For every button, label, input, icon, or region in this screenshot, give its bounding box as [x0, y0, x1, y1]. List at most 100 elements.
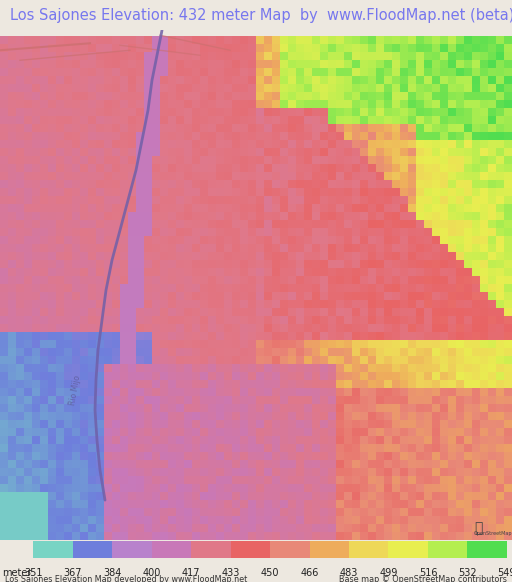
Bar	[56, 428, 64, 436]
Bar	[64, 348, 72, 356]
Bar	[240, 500, 248, 508]
Bar	[464, 84, 472, 92]
Bar	[136, 188, 144, 196]
Bar	[440, 180, 448, 188]
Bar	[120, 84, 128, 92]
Bar	[128, 340, 136, 348]
Bar	[400, 220, 408, 228]
Bar	[472, 204, 480, 212]
Bar	[304, 260, 312, 268]
Bar	[440, 172, 448, 180]
Bar	[424, 236, 432, 244]
Bar	[464, 132, 472, 140]
Bar	[80, 524, 88, 532]
Bar	[384, 228, 392, 236]
Bar	[392, 500, 400, 508]
Bar	[400, 236, 408, 244]
Bar	[96, 332, 104, 340]
Bar	[160, 508, 168, 516]
Bar	[136, 244, 144, 252]
Bar	[376, 324, 384, 332]
Bar	[504, 140, 512, 148]
Bar	[320, 484, 328, 492]
Bar	[208, 436, 216, 444]
Bar	[144, 332, 152, 340]
Bar	[88, 292, 96, 300]
Bar	[96, 44, 104, 52]
Bar	[320, 308, 328, 316]
Bar	[408, 108, 416, 116]
Bar	[152, 420, 160, 428]
Bar	[48, 148, 56, 156]
Bar	[216, 268, 224, 276]
Bar	[48, 300, 56, 308]
Bar	[48, 220, 56, 228]
Bar	[280, 452, 288, 460]
Bar	[48, 196, 56, 204]
Bar	[376, 220, 384, 228]
Bar	[472, 444, 480, 452]
Bar	[232, 308, 240, 316]
Bar	[304, 364, 312, 372]
Bar	[480, 324, 488, 332]
Bar	[192, 396, 200, 404]
Bar	[216, 524, 224, 532]
Bar	[472, 516, 480, 524]
Bar	[488, 412, 496, 420]
Bar	[40, 268, 48, 276]
Bar	[288, 532, 296, 540]
Bar	[256, 228, 264, 236]
Bar	[408, 68, 416, 76]
Bar	[328, 340, 336, 348]
Bar	[72, 236, 80, 244]
Bar	[240, 460, 248, 468]
Bar	[80, 340, 88, 348]
Bar	[144, 236, 152, 244]
Bar	[16, 44, 24, 52]
Bar	[56, 108, 64, 116]
Bar	[264, 148, 272, 156]
Bar	[488, 156, 496, 164]
Bar	[136, 180, 144, 188]
Bar	[128, 396, 136, 404]
Bar	[72, 468, 80, 476]
Bar	[112, 420, 120, 428]
Bar	[472, 220, 480, 228]
Bar	[392, 444, 400, 452]
Bar	[440, 396, 448, 404]
Bar	[376, 252, 384, 260]
Bar	[224, 284, 232, 292]
Bar	[96, 388, 104, 396]
Bar	[56, 348, 64, 356]
Bar	[312, 276, 320, 284]
Bar	[192, 84, 200, 92]
Bar	[56, 204, 64, 212]
Bar	[40, 420, 48, 428]
Bar	[48, 124, 56, 132]
Bar	[312, 172, 320, 180]
Bar	[64, 68, 72, 76]
Bar	[280, 436, 288, 444]
Bar	[48, 356, 56, 364]
Bar	[376, 236, 384, 244]
Bar	[192, 180, 200, 188]
Bar	[184, 164, 192, 172]
Bar	[40, 332, 48, 340]
Bar	[120, 92, 128, 100]
Bar	[128, 124, 136, 132]
Bar	[312, 380, 320, 388]
Bar	[128, 244, 136, 252]
Bar	[488, 124, 496, 132]
Bar	[40, 276, 48, 284]
Bar	[240, 436, 248, 444]
Bar	[320, 244, 328, 252]
Bar	[320, 44, 328, 52]
Bar	[8, 228, 16, 236]
Bar	[128, 148, 136, 156]
Bar	[120, 348, 128, 356]
Bar	[296, 140, 304, 148]
Bar	[24, 92, 32, 100]
Bar	[496, 44, 504, 52]
Bar	[344, 340, 352, 348]
Bar	[240, 284, 248, 292]
